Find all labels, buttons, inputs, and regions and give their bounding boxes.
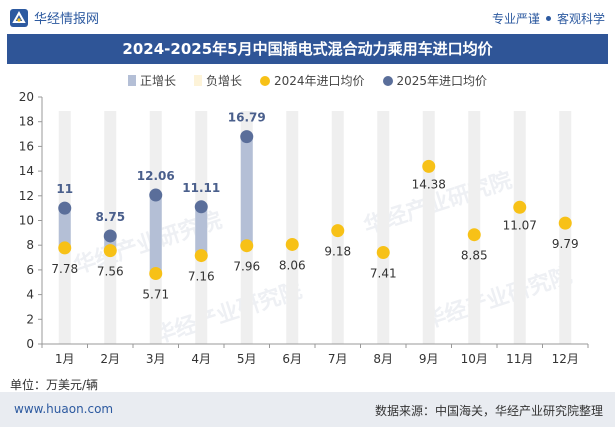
point-2024 xyxy=(376,245,390,259)
positive-change-bar xyxy=(195,206,208,256)
y-tick-label: 6 xyxy=(26,263,34,277)
point-2024 xyxy=(240,239,254,253)
legend-negative: 负增长 xyxy=(193,72,242,89)
footer-site-link[interactable]: www.huaon.com xyxy=(14,402,114,416)
point-2024 xyxy=(103,244,117,258)
y-tick-label: 10 xyxy=(19,214,34,228)
legend-2025: 2025年进口均价 xyxy=(382,72,488,89)
top-bar: 华经情报网 专业严谨 客观科学 xyxy=(0,0,615,34)
label-2024: 9.79 xyxy=(552,237,579,251)
y-tick-label: 18 xyxy=(19,115,34,129)
label-2024: 8.06 xyxy=(279,258,306,272)
y-tick-label: 4 xyxy=(26,288,34,302)
label-2024: 9.18 xyxy=(324,245,351,259)
legend-2024-label: 2024年进口均价 xyxy=(273,74,365,88)
label-2024: 8.85 xyxy=(461,249,488,263)
positive-change-bar xyxy=(58,208,71,248)
point-2024 xyxy=(558,216,572,230)
category-track xyxy=(513,111,526,344)
slogan: 专业严谨 客观科学 xyxy=(492,10,605,27)
category-track xyxy=(104,111,117,344)
point-2024 xyxy=(513,200,527,214)
x-tick-label: 12月 xyxy=(552,352,579,366)
y-tick-label: 14 xyxy=(19,164,34,178)
unit-label: 单位：万美元/辆 xyxy=(10,378,99,392)
label-2024: 7.78 xyxy=(51,262,78,276)
positive-change-bar xyxy=(149,195,162,274)
point-2025 xyxy=(194,200,208,214)
legend-2024: 2024年进口均价 xyxy=(259,72,365,89)
legend-2024-swatch xyxy=(259,75,270,86)
y-tick-label: 0 xyxy=(26,337,34,351)
slogan-left: 专业严谨 xyxy=(491,12,540,26)
x-tick-label: 10月 xyxy=(461,352,488,366)
x-tick-label: 3月 xyxy=(146,352,166,366)
chart-title: 2024-2025年5月中国插电式混合动力乘用车进口均价 xyxy=(7,34,608,64)
legend-positive-label: 正增长 xyxy=(139,74,176,88)
label-2024: 7.56 xyxy=(97,265,124,279)
label-2024: 11.07 xyxy=(503,218,537,232)
legend-negative-label: 负增长 xyxy=(205,74,242,88)
category-track xyxy=(468,111,481,344)
point-2024 xyxy=(422,159,436,173)
label-2025: 8.75 xyxy=(95,210,125,224)
footer-source: 数据来源：中国海关，华经产业研究院整理 xyxy=(374,404,603,418)
point-2024 xyxy=(467,228,481,242)
legend-negative-swatch xyxy=(193,75,202,86)
point-2025 xyxy=(240,130,254,144)
x-tick-label: 4月 xyxy=(191,352,211,366)
point-2024 xyxy=(331,224,345,238)
point-2024 xyxy=(194,249,208,263)
point-2024 xyxy=(149,266,163,280)
label-2025: 11.11 xyxy=(182,181,220,195)
watermark-text: 华经产业研究院 xyxy=(151,277,306,349)
label-2024: 7.41 xyxy=(370,266,397,280)
brand[interactable]: 华经情报网 xyxy=(10,8,99,27)
y-tick-label: 8 xyxy=(26,238,34,252)
point-2025 xyxy=(58,201,72,215)
point-2024 xyxy=(285,237,299,251)
y-tick-label: 20 xyxy=(19,90,34,104)
y-tick-label: 2 xyxy=(26,312,34,326)
y-tick-label: 16 xyxy=(19,139,34,153)
point-2025 xyxy=(103,229,117,243)
label-2024: 14.38 xyxy=(412,177,446,191)
brand-name: 华经情报网 xyxy=(34,12,100,27)
huajing-logo-icon xyxy=(10,8,28,27)
legend-positive-swatch xyxy=(127,75,136,86)
label-2024: 7.96 xyxy=(233,260,260,274)
legend-2025-swatch xyxy=(382,75,393,86)
slogan-right: 客观科学 xyxy=(556,12,605,26)
legend-2025-label: 2025年进口均价 xyxy=(396,74,488,88)
label-2025: 11 xyxy=(56,182,73,196)
watermark-text: 华经产业研究院 xyxy=(421,262,576,334)
positive-change-bar xyxy=(240,136,253,246)
x-tick-label: 6月 xyxy=(282,352,302,366)
y-tick-label: 12 xyxy=(19,189,34,203)
x-tick-label: 8月 xyxy=(373,352,393,366)
label-2025: 12.06 xyxy=(137,169,175,183)
x-tick-label: 9月 xyxy=(419,352,439,366)
chart-legend: 正增长 负增长 2024年进口均价 2025年进口均价 xyxy=(0,72,615,89)
x-tick-label: 2月 xyxy=(100,352,120,366)
label-2025: 16.79 xyxy=(228,111,266,125)
x-tick-label: 1月 xyxy=(55,352,75,366)
category-track xyxy=(286,111,299,344)
category-track xyxy=(422,111,435,344)
x-tick-label: 7月 xyxy=(328,352,348,366)
label-2024: 5.71 xyxy=(142,287,169,301)
legend-positive: 正增长 xyxy=(127,72,176,89)
slogan-separator-dot xyxy=(545,16,551,21)
category-track xyxy=(377,111,390,344)
footer: www.huaon.com 数据来源：中国海关，华经产业研究院整理 xyxy=(0,392,615,427)
point-2025 xyxy=(149,188,163,202)
x-tick-label: 11月 xyxy=(506,352,533,366)
label-2024: 7.16 xyxy=(188,270,215,284)
x-tick-label: 5月 xyxy=(237,352,257,366)
chart-plot: 华经产业研究院华经产业研究院华经产业研究院华经产业研究院www.huaon.co… xyxy=(19,90,589,366)
point-2024 xyxy=(58,241,72,255)
